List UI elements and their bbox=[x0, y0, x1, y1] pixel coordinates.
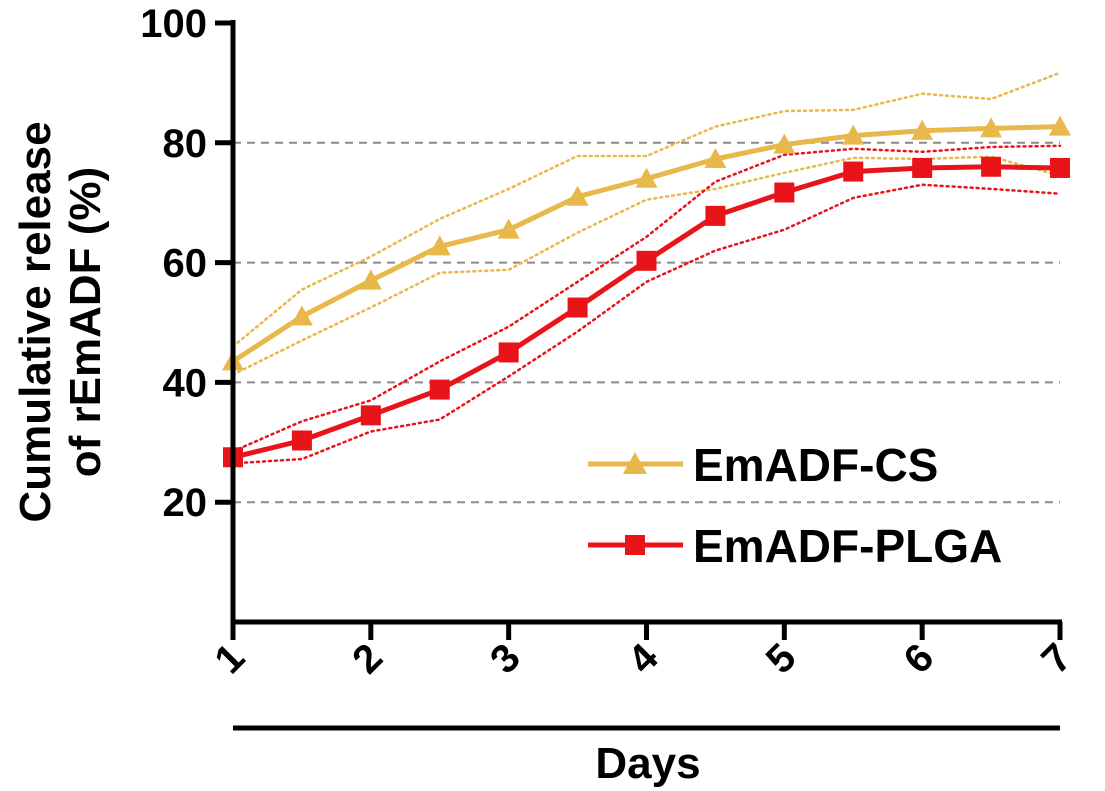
point-plga-7 bbox=[705, 205, 726, 226]
x-tick-label-5: 5 bbox=[758, 635, 805, 682]
y-tick-label-20: 20 bbox=[163, 481, 208, 525]
point-cs-3 bbox=[428, 235, 451, 256]
point-cs-9 bbox=[842, 124, 865, 145]
y-tick-label-60: 60 bbox=[163, 242, 208, 286]
point-cs-7 bbox=[704, 147, 727, 168]
point-plga-4 bbox=[498, 342, 519, 363]
legend-square-icon bbox=[625, 535, 645, 555]
axes bbox=[230, 20, 1062, 731]
y-axis-title: Cumulative release of rEmADF (%) bbox=[11, 121, 110, 522]
point-cs-8 bbox=[773, 133, 796, 154]
x-axis-title: Days bbox=[595, 739, 700, 788]
legend-item-cs: EmADF-CS bbox=[588, 439, 938, 491]
x-tick-label-3: 3 bbox=[482, 635, 529, 682]
point-plga-2 bbox=[360, 405, 381, 426]
point-cs-5 bbox=[566, 185, 589, 206]
x-tick-label-7: 7 bbox=[1033, 635, 1080, 682]
upper-bound-cs bbox=[231, 71, 1062, 348]
point-plga-1 bbox=[291, 430, 312, 451]
x-tick-label-6: 6 bbox=[896, 635, 943, 682]
y-ticks: 20 40 60 80 100 bbox=[140, 2, 233, 525]
point-plga-11 bbox=[981, 156, 1002, 177]
point-plga-12 bbox=[1050, 157, 1070, 178]
y-axis-title-line1: Cumulative release bbox=[11, 121, 60, 522]
y-tick-label-80: 80 bbox=[163, 122, 208, 166]
x-tick-label-2: 2 bbox=[344, 635, 391, 682]
x-ticks: 1 2 3 4 5 6 7 bbox=[206, 622, 1080, 682]
lower-bound-plga bbox=[231, 183, 1062, 465]
point-cs-4 bbox=[497, 218, 520, 239]
x-tick-label-1: 1 bbox=[206, 635, 253, 682]
legend-triangle-icon bbox=[623, 452, 647, 474]
y-tick-label-100: 100 bbox=[140, 2, 207, 46]
legend: EmADF-CS EmADF-PLGA bbox=[588, 439, 1002, 572]
legend-item-plga: EmADF-PLGA bbox=[588, 520, 1002, 572]
point-plga-10 bbox=[912, 157, 933, 178]
point-plga-5 bbox=[567, 297, 588, 318]
point-cs-1 bbox=[290, 305, 313, 326]
point-cs-2 bbox=[359, 269, 382, 290]
point-cs-11 bbox=[980, 117, 1003, 138]
point-cs-10 bbox=[911, 119, 934, 140]
series-line-cs bbox=[231, 124, 1061, 364]
point-cs-12 bbox=[1049, 115, 1071, 136]
x-tick-label-4: 4 bbox=[620, 635, 667, 682]
legend-label-cs: EmADF-CS bbox=[693, 439, 938, 491]
point-cs-6 bbox=[635, 167, 658, 188]
series-line-plga bbox=[232, 164, 1061, 460]
point-plga-9 bbox=[843, 161, 864, 182]
y-axis-title-line2: of rEmADF (%) bbox=[61, 167, 110, 477]
point-plga-3 bbox=[429, 379, 450, 400]
y-tick-label-40: 40 bbox=[163, 361, 208, 405]
point-plga-8 bbox=[774, 182, 795, 203]
upper-bound-plga bbox=[231, 144, 1062, 453]
point-plga-6 bbox=[636, 250, 657, 271]
series-markers bbox=[222, 115, 1071, 468]
legend-label-plga: EmADF-PLGA bbox=[693, 520, 1002, 572]
